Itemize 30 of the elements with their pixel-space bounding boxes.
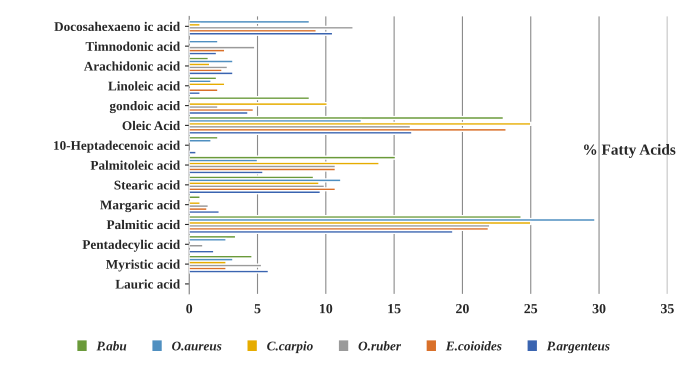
legend-label: P.abu	[96, 341, 126, 351]
bar	[189, 269, 270, 274]
legend-label: O.aureus	[172, 342, 222, 351]
x-tick-label: 10	[320, 304, 332, 314]
legend-label: O.ruber	[358, 341, 402, 351]
y-tick-label: Oleic Acid	[122, 120, 180, 130]
y-tick-label: Linoleic acid	[108, 81, 180, 90]
x-tick-label: 15	[388, 304, 401, 314]
x-tick-label: 25	[524, 304, 538, 314]
annotation: % Fatty Acids	[584, 144, 676, 158]
y-tick-label: Stearic acid	[114, 180, 180, 190]
legend-label: P.argenteus	[546, 342, 610, 354]
legend-label: C.carpio	[267, 341, 313, 354]
x-tick-label: 0	[186, 304, 192, 314]
y-tick-label: gondoic acid	[110, 101, 180, 114]
y-tick-label: Myristic acid	[106, 260, 180, 272]
y-tick-label: Palmitoleic acid	[90, 160, 180, 170]
x-tick-label: 35	[660, 304, 674, 314]
x-tick-label: 30	[592, 304, 606, 314]
y-tick-label: Palmitic acid	[106, 220, 180, 230]
legend-label: E.coioides	[446, 341, 502, 351]
y-tick-label: Docosahexaeno ic acid	[54, 22, 180, 32]
y-tick-label: 10-Heptadecenoic acid	[54, 140, 180, 153]
x-tick-label: 20	[456, 304, 469, 314]
y-tick-label: Pentadecylic acid	[82, 240, 180, 252]
y-tick-label: Margaric acid	[100, 200, 180, 212]
y-tick-label: Arachidonic acid	[84, 61, 180, 71]
x-tick-label: 5	[254, 304, 260, 314]
y-tick-label: Timnodonic acid	[86, 42, 180, 51]
y-tick-label: Lauric acid	[116, 279, 180, 289]
